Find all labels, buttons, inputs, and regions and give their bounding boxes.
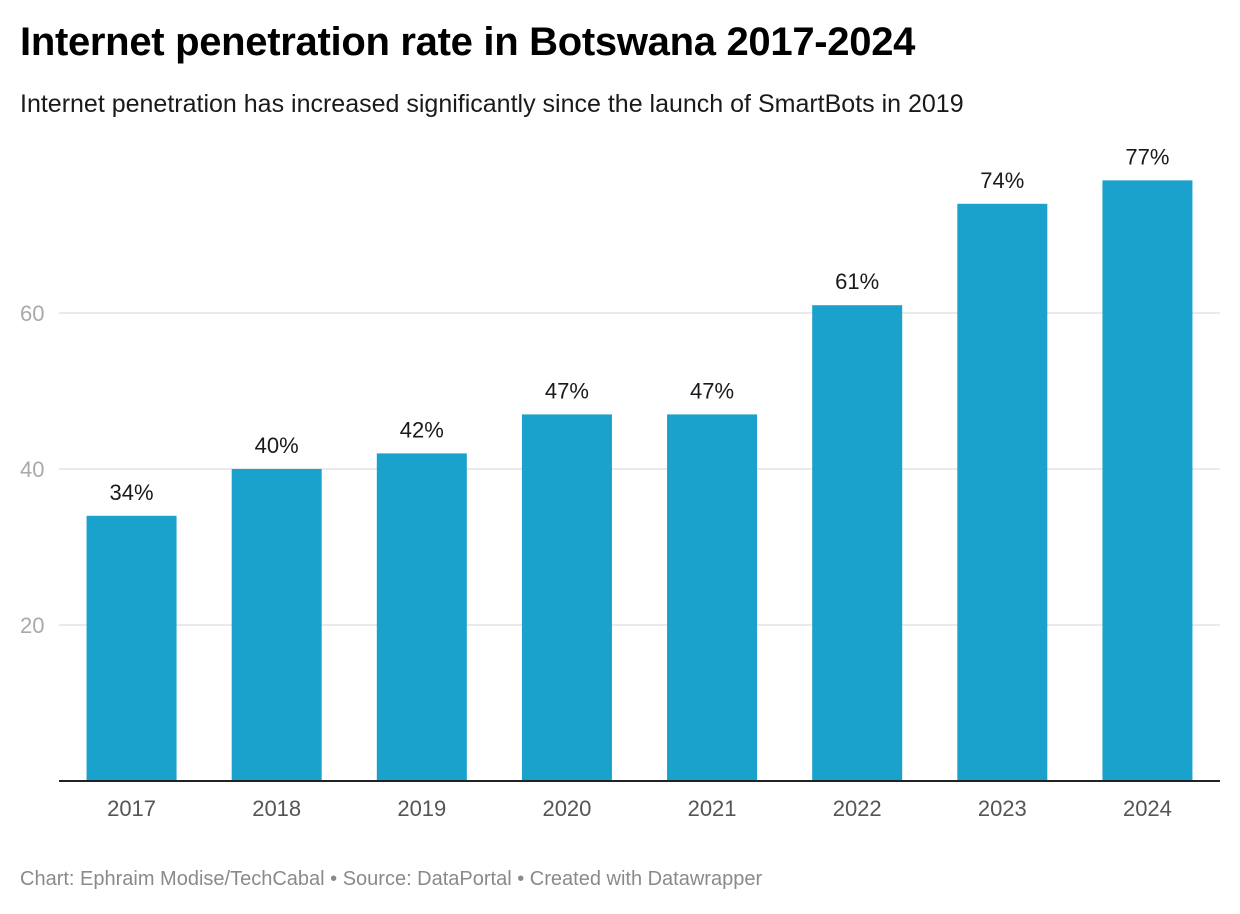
bar bbox=[1102, 180, 1193, 781]
chart-subtitle: Internet penetration has increased signi… bbox=[20, 90, 964, 118]
bar-value-label: 40% bbox=[255, 433, 299, 458]
bar-value-label: 61% bbox=[835, 269, 879, 294]
bar-value-label: 42% bbox=[400, 417, 444, 442]
bar bbox=[667, 414, 758, 781]
y-tick-label: 40 bbox=[20, 457, 44, 482]
chart-footer-credit: Chart: Ephraim Modise/TechCabal • Source… bbox=[20, 868, 763, 890]
bar bbox=[521, 414, 612, 781]
y-tick-label: 20 bbox=[20, 613, 44, 638]
bar bbox=[231, 469, 322, 781]
x-tick-label: 2018 bbox=[252, 796, 301, 821]
x-tick-label: 2022 bbox=[833, 796, 882, 821]
bar bbox=[376, 453, 467, 781]
bar-value-label: 77% bbox=[1125, 144, 1169, 169]
bar-value-label: 47% bbox=[545, 378, 589, 403]
bar bbox=[86, 515, 177, 781]
bar-value-label: 34% bbox=[110, 480, 154, 505]
y-tick-label: 60 bbox=[20, 301, 44, 326]
bar-value-label: 74% bbox=[980, 168, 1024, 193]
x-tick-label: 2024 bbox=[1123, 796, 1172, 821]
x-tick-label: 2019 bbox=[397, 796, 446, 821]
bar bbox=[957, 203, 1048, 782]
chart-title: Internet penetration rate in Botswana 20… bbox=[20, 20, 916, 64]
x-tick-label: 2020 bbox=[542, 796, 591, 821]
x-tick-label: 2021 bbox=[688, 796, 737, 821]
bar-value-label: 47% bbox=[690, 378, 734, 403]
x-tick-label: 2017 bbox=[107, 796, 156, 821]
bar bbox=[812, 305, 903, 781]
x-tick-label: 2023 bbox=[978, 796, 1027, 821]
